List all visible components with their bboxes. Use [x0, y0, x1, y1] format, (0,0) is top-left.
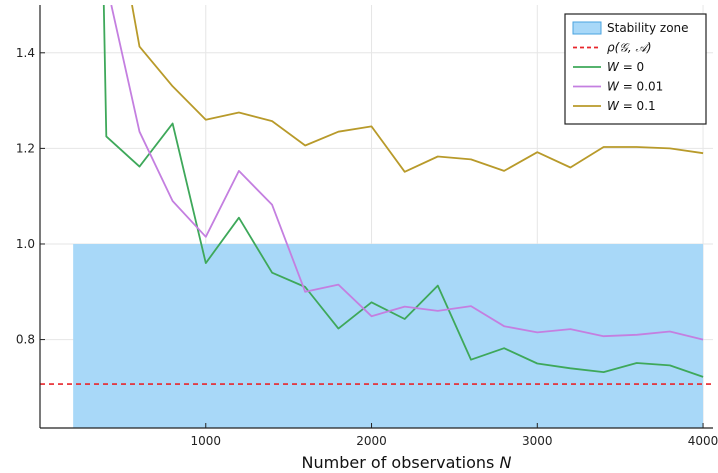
y-tick-label: 0.8 [16, 333, 35, 347]
y-tick-label: 1.4 [16, 46, 35, 60]
x-tick-label: 1000 [190, 434, 221, 448]
stability-zone [73, 243, 704, 428]
x-tick-label: 4000 [688, 434, 718, 448]
legend-label-4: W = 0.1 [607, 99, 656, 113]
y-tick-label: 1.2 [16, 141, 35, 155]
series-line-2 [131, 5, 704, 173]
legend-label-2: W = 0 [607, 60, 644, 74]
legend-label-1: ρ(𝒢, 𝒜) [607, 41, 652, 55]
ticks: 1000 2000 3000 4000 0.8 1.0 1.2 1.4 [16, 46, 718, 448]
legend-label-0: Stability zone [607, 21, 689, 35]
legend-label-var: W [607, 60, 620, 74]
x-axis-label: Number of observations N [302, 453, 512, 472]
legend-label-3: W = 0.01 [607, 80, 663, 94]
legend-label-text: Stability zone [607, 21, 689, 35]
axes [39, 5, 713, 429]
x-axis-label-text: Number of observations [302, 453, 500, 472]
legend-label-var: W [607, 80, 620, 94]
legend-label-text: = 0 [619, 60, 644, 74]
series-line-1 [110, 5, 704, 341]
y-tick-label: 1.0 [16, 237, 35, 251]
legend-label-var: W [607, 99, 620, 113]
legend-label-text: = 0.1 [619, 99, 656, 113]
legend-swatch-patch [572, 21, 602, 35]
x-tick-label: 2000 [356, 434, 387, 448]
stability-zone-layer [73, 243, 704, 428]
legend-label-text: = 0.01 [619, 80, 663, 94]
x-tick-label: 3000 [522, 434, 553, 448]
x-axis-label-variable: N [499, 453, 511, 472]
legend-label-math: ρ(𝒢, 𝒜) [607, 41, 652, 55]
series-layer [102, 5, 704, 378]
